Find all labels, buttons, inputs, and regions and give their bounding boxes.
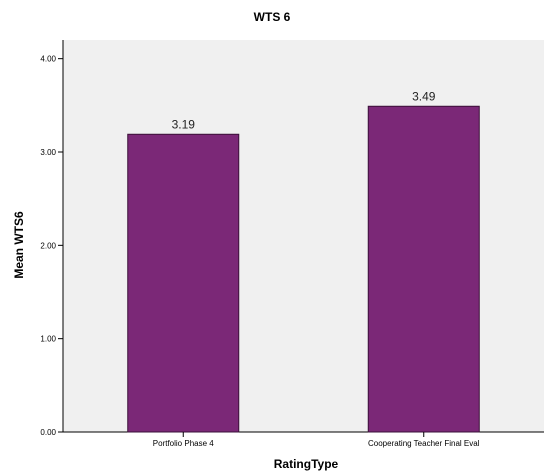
chart-title: WTS 6 <box>254 10 291 24</box>
y-tick-label: 2.00 <box>40 241 56 250</box>
y-tick-label: 3.00 <box>40 148 56 157</box>
y-tick-label: 1.00 <box>40 335 56 344</box>
data-label: 3.19 <box>172 117 196 131</box>
y-tick-label: 0.00 <box>40 428 56 437</box>
y-axis-title: Mean WTS6 <box>12 211 26 279</box>
x-tick-label: Cooperating Teacher Final Eval <box>368 439 480 448</box>
x-tick-label: Portfolio Phase 4 <box>153 439 214 448</box>
bar <box>127 133 240 433</box>
data-label: 3.49 <box>412 89 436 103</box>
x-axis-title: RatingType <box>274 457 339 471</box>
y-tick-label: 4.00 <box>40 55 56 64</box>
bar <box>367 105 480 433</box>
marks-layer: 0.00 1.00 2.00 3.00 4.00 Portfolio Phase 4 3.1… <box>40 40 544 448</box>
